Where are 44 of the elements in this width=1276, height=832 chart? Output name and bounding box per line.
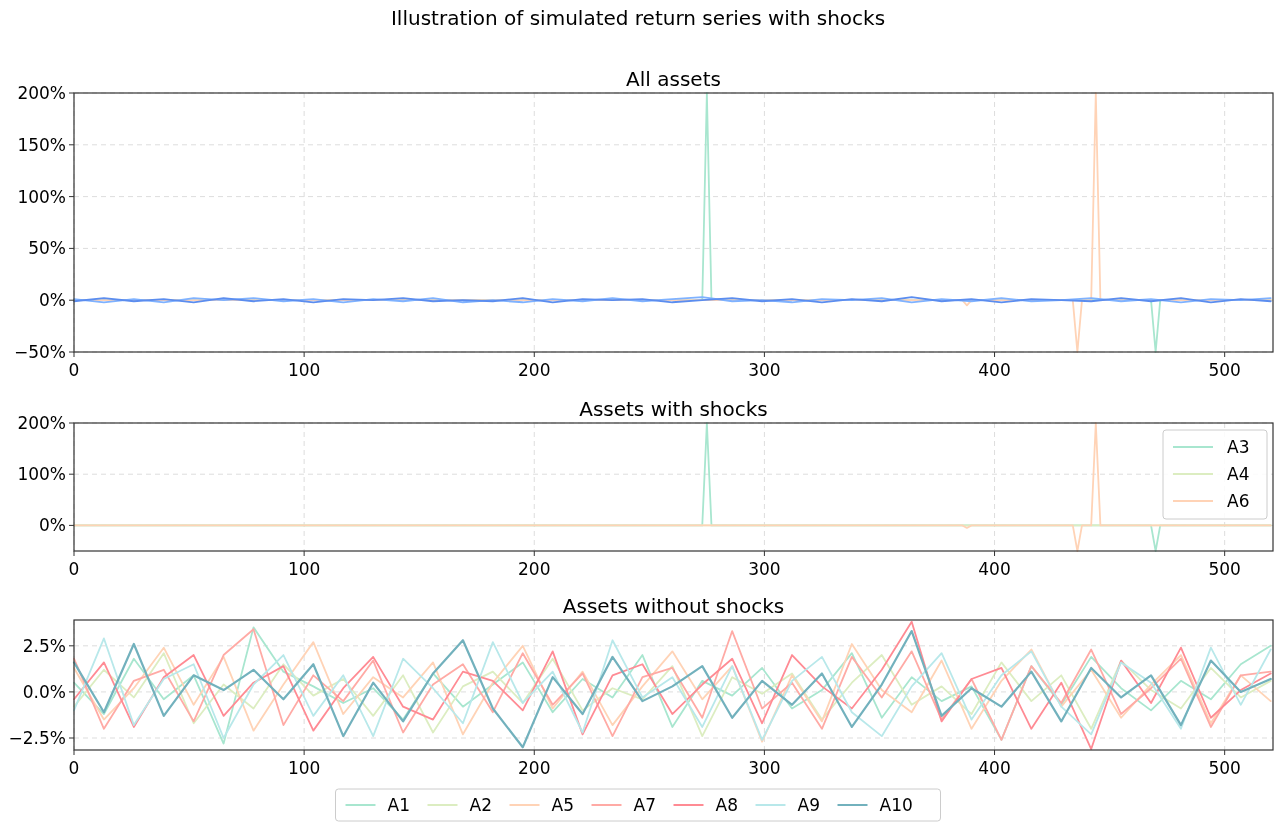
y-tick-label: 0% (39, 290, 66, 311)
legend-label: A8 (715, 795, 738, 815)
y-tick-label: 150% (17, 134, 66, 155)
y-tick-label: 2.5% (22, 635, 66, 656)
legend-label: A10 (879, 795, 913, 815)
x-tick-label: 0 (68, 360, 80, 380)
legend-label: A7 (633, 795, 656, 815)
y-tick-label: −2.5% (8, 728, 66, 749)
y-tick-label: 100% (17, 186, 66, 207)
legend-label: A9 (797, 795, 820, 815)
y-tick-label: 0% (39, 515, 66, 536)
chart-subtitle: Assets with shocks (579, 397, 768, 421)
y-tick-label: 0.0% (22, 681, 66, 702)
x-tick-label: 100 (287, 758, 321, 778)
y-tick-label: 200% (17, 83, 66, 103)
legend-label: A4 (1227, 464, 1250, 484)
x-tick-label: 400 (978, 360, 1011, 380)
x-tick-label: 500 (1208, 758, 1241, 778)
legend-label: A6 (1227, 491, 1250, 511)
x-tick-label: 200 (518, 360, 551, 380)
legend-label: A3 (1227, 437, 1250, 457)
y-tick-label: 200% (17, 413, 66, 433)
y-tick-label: −50% (13, 342, 66, 362)
x-tick-label: 400 (978, 758, 1011, 778)
legend-label: A2 (469, 795, 492, 815)
x-tick-label: 100 (287, 559, 321, 579)
x-tick-label: 500 (1208, 559, 1241, 579)
x-tick-label: 300 (748, 758, 781, 778)
x-tick-label: 200 (518, 559, 551, 579)
legend-label: A5 (551, 795, 574, 815)
x-tick-label: 200 (518, 758, 551, 778)
x-tick-label: 300 (748, 360, 781, 380)
chart-subtitle: All assets (626, 67, 721, 91)
legend-label: A1 (387, 795, 410, 815)
x-tick-label: 300 (748, 559, 781, 579)
chart-title: Illustration of simulated return series with shocks (390, 6, 886, 30)
chart-subtitle: Assets without shocks (562, 594, 785, 618)
x-tick-label: 0 (68, 758, 80, 778)
x-tick-label: 100 (287, 360, 321, 380)
y-tick-label: 50% (28, 238, 66, 259)
x-tick-label: 500 (1208, 360, 1241, 380)
y-tick-label: 100% (17, 464, 66, 485)
x-tick-label: 400 (978, 559, 1011, 579)
x-tick-label: 0 (68, 559, 80, 579)
